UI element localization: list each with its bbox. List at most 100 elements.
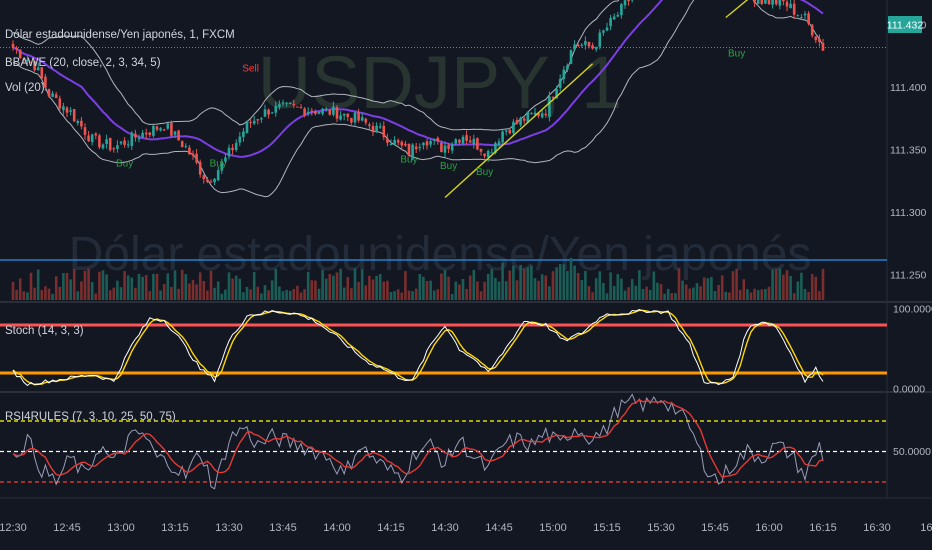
candle-body	[432, 139, 436, 141]
volume-bar	[296, 285, 299, 300]
volume-bar	[749, 292, 753, 300]
legend-symbol-title[interactable]: Dólar estadounidense/Yen japonés, 1, FXC…	[5, 29, 235, 41]
volume-bar	[303, 289, 306, 300]
volume-bar	[648, 290, 652, 300]
bb-lower-band	[12, 0, 824, 198]
candle-body	[180, 141, 184, 148]
volume-bar	[411, 291, 414, 300]
volume-bar	[249, 289, 252, 300]
candle-body	[465, 135, 468, 141]
candle-body	[299, 107, 303, 109]
volume-bar	[314, 280, 317, 300]
volume-bar	[47, 288, 51, 300]
candle-body	[206, 179, 209, 182]
volume-bar	[15, 289, 18, 300]
volume-bar	[753, 288, 756, 300]
stochastic-pane[interactable]	[0, 308, 887, 387]
volume-bar	[368, 275, 371, 300]
current-price-label: 111.432	[887, 20, 924, 32]
candle-body	[76, 120, 80, 124]
candle-body	[159, 128, 162, 131]
volume-bar	[720, 275, 724, 300]
volume-bar	[216, 281, 220, 300]
bb-basis-line	[12, 0, 824, 158]
candle-body	[627, 0, 630, 2]
candle-body	[224, 157, 227, 162]
candle-body	[504, 130, 508, 132]
volume-bar	[126, 275, 130, 300]
volume-bar	[630, 279, 634, 300]
volume-bar	[105, 274, 108, 300]
candle-body	[227, 147, 231, 157]
candle-body	[540, 113, 544, 118]
candle-body	[810, 24, 814, 36]
volume-bar	[11, 281, 15, 300]
volume-bar	[119, 287, 123, 300]
volume-bar	[548, 286, 551, 300]
rsi-pane[interactable]	[0, 393, 887, 490]
candle-body	[425, 141, 429, 146]
volume-bar	[591, 292, 594, 300]
candle-body	[796, 15, 800, 17]
volume-bar	[134, 287, 137, 300]
candle-body	[782, 0, 785, 2]
volume-bar	[609, 272, 612, 300]
candle-body	[400, 141, 404, 146]
price-pane[interactable]: Sell Buy Buy Sell Buy Buy Buy Buy	[0, 0, 887, 261]
time-tick-label: 15:00	[539, 522, 567, 534]
candle-body	[393, 139, 396, 145]
volume-bar	[587, 286, 591, 300]
volume-bar	[281, 291, 285, 300]
volume-bar	[65, 272, 69, 300]
volume-bar	[332, 275, 335, 300]
candle-body	[818, 38, 821, 42]
volume-bar	[440, 273, 443, 300]
volume-bar	[375, 275, 378, 300]
candle-body	[116, 145, 119, 149]
candle-body	[130, 132, 134, 147]
legend-stochastic[interactable]: Stoch (14, 3, 3)	[5, 325, 84, 337]
candle-body	[591, 45, 594, 49]
candle-body	[58, 98, 62, 109]
candle-body	[476, 138, 479, 150]
volume-bar	[270, 280, 274, 300]
volume-bar	[184, 274, 188, 300]
candle-body	[69, 110, 72, 112]
volume-bar	[670, 293, 674, 300]
candle-body	[375, 125, 378, 133]
legend-rsi4rules[interactable]: RSI4RULES (7, 3, 10, 25, 50, 75)	[5, 411, 176, 423]
volume-bar	[800, 272, 803, 300]
candle-body	[623, 0, 627, 6]
volume-bar	[699, 286, 702, 300]
volume-bar	[162, 284, 166, 300]
candle-body	[263, 109, 267, 117]
volume-bar	[821, 268, 825, 300]
candle-body	[548, 96, 551, 117]
candle-body	[411, 144, 414, 158]
candle-body	[490, 152, 494, 154]
time-tick-label: 12:45	[53, 522, 81, 534]
volume-bar	[191, 280, 195, 300]
volume-bar	[342, 287, 346, 300]
legend-volume[interactable]: Vol (20)	[5, 82, 45, 94]
candle-body	[573, 44, 576, 50]
volume-bar	[782, 274, 785, 300]
candle-body	[512, 121, 515, 134]
volume-bar	[767, 286, 771, 300]
stoch-d-line	[12, 309, 824, 386]
current-price-badge	[888, 16, 922, 33]
volume-bar	[497, 281, 501, 300]
candle-body	[220, 162, 224, 171]
volume-bar	[234, 275, 238, 300]
volume-bar	[76, 291, 80, 300]
candle-body	[594, 47, 598, 50]
candle-body	[296, 106, 299, 108]
volume-bar	[36, 269, 40, 300]
volume-bar	[141, 276, 144, 300]
candle-body	[785, 1, 789, 7]
candle-body	[184, 146, 188, 148]
legend-bbawe[interactable]: BBAWE (20, close, 2, 3, 34, 5)	[5, 57, 161, 69]
bb-upper-band	[12, 0, 620, 131]
time-tick-label: 16:4	[920, 522, 932, 534]
